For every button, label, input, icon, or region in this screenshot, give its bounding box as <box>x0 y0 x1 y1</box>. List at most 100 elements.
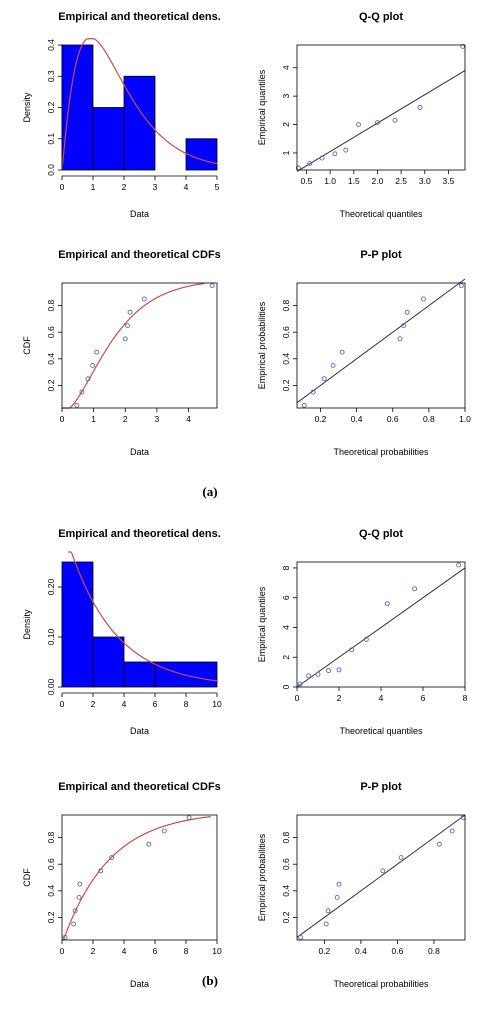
panel-letter: (b) <box>202 973 218 988</box>
x-tick-label: 3 <box>155 414 160 424</box>
reference-line <box>296 70 466 172</box>
chart-title: Q-Q plot <box>359 11 403 23</box>
data-point <box>334 894 340 900</box>
data-point <box>122 336 128 342</box>
data-point <box>72 908 78 914</box>
chart: Q-Q plot Theoretical quantiles Empirical q… <box>257 11 466 219</box>
x-axis-label: Data <box>130 726 149 736</box>
x-tick-label: 0.5 <box>301 176 313 186</box>
data-point <box>90 362 96 368</box>
chart-title: Empirical and theoretical CDFs <box>58 249 221 261</box>
x-tick-label: 2 <box>123 414 128 424</box>
theoretical-curve <box>68 551 218 682</box>
data-point <box>375 120 380 126</box>
x-tick-label: 0.6 <box>387 414 399 424</box>
y-tick-label: 0.20 <box>46 578 56 595</box>
data-point <box>401 323 407 329</box>
data-point <box>321 376 327 382</box>
x-tick-label: 6 <box>153 699 158 709</box>
x-tick-label: 4 <box>122 946 127 956</box>
x-tick-label: 2 <box>91 699 96 709</box>
x-tick-label: 10 <box>212 699 222 709</box>
data-point <box>363 636 369 642</box>
data-point <box>339 349 345 355</box>
data-point <box>94 349 100 355</box>
x-tick-label: 2.5 <box>395 176 407 186</box>
x-tick-label: 3 <box>153 182 158 192</box>
plot-frame <box>296 561 466 688</box>
y-tick-label: 4 <box>281 625 291 630</box>
x-tick-label: 4 <box>184 182 189 192</box>
data-point <box>297 681 303 687</box>
data-point <box>209 283 215 289</box>
y-axis-label: Empirical quantiles <box>257 69 267 145</box>
data-point <box>336 881 342 887</box>
x-tick-label: 4 <box>379 693 384 703</box>
data-point <box>417 105 423 110</box>
x-axis-label: Theoretical probabilities <box>333 447 429 457</box>
y-axis-label: Density <box>22 609 32 640</box>
x-tick-label: 8 <box>184 946 189 956</box>
data-point <box>325 908 331 914</box>
chart: P-P plot Theoretical probabilities Empiric… <box>257 781 466 989</box>
y-axis-label: CDF <box>22 868 32 887</box>
y-axis-label: Density <box>22 92 32 123</box>
x-tick-label: 5 <box>215 182 220 192</box>
x-tick-label: 6 <box>421 693 426 703</box>
y-tick-label: 0.10 <box>46 628 56 645</box>
histogram-bar <box>185 138 218 171</box>
x-tick-label: 6 <box>153 946 158 956</box>
y-tick-label: 0.4 <box>46 885 56 897</box>
y-tick-label: 4 <box>281 65 291 70</box>
data-point <box>62 934 68 940</box>
data-point <box>398 855 404 861</box>
y-tick-label: 0.6 <box>281 326 291 338</box>
y-tick-label: 0.6 <box>46 858 56 870</box>
y-tick-label: 0.6 <box>281 858 291 870</box>
y-tick-label: 0.4 <box>46 353 56 365</box>
chart-title: Empirical and theoretical dens. <box>58 528 221 540</box>
x-tick-label: 0.4 <box>351 414 363 424</box>
x-tick-label: 2 <box>337 693 342 703</box>
x-axis-label: Data <box>130 209 149 219</box>
reference-line <box>296 278 466 404</box>
chart-title: Q-Q plot <box>359 528 403 540</box>
plot-frame <box>61 282 218 409</box>
reference-line <box>296 814 466 938</box>
theoretical-curve <box>61 38 218 171</box>
y-tick-label: 0 <box>281 684 291 689</box>
data-point <box>109 855 115 861</box>
data-point <box>74 402 80 408</box>
x-axis-label: Theoretical quantiles <box>339 209 423 219</box>
y-tick-label: 0.00 <box>46 678 56 695</box>
x-tick-label: 10 <box>212 946 222 956</box>
y-axis-label: CDF <box>22 336 32 355</box>
x-axis-label: Theoretical probabilities <box>333 979 429 989</box>
theoretical-curve <box>62 282 205 409</box>
y-tick-label: 0.4 <box>281 353 291 365</box>
x-tick-label: 0 <box>295 693 300 703</box>
plot-frame <box>61 814 218 941</box>
histogram-bar <box>123 75 156 171</box>
x-tick-label: 8 <box>184 699 189 709</box>
y-tick-label: 0.8 <box>46 299 56 311</box>
x-tick-label: 0.2 <box>318 946 330 956</box>
data-point <box>343 147 349 153</box>
data-point <box>412 586 418 592</box>
x-tick-label: 1.0 <box>324 176 336 186</box>
chart: Empirical and theoretical CDFs Data CDF 0 2 4… <box>22 781 222 989</box>
data-point <box>146 841 152 847</box>
data-point <box>449 828 455 834</box>
chart-title: Empirical and theoretical CDFs <box>58 781 221 793</box>
data-point <box>380 868 386 874</box>
data-point <box>330 362 336 368</box>
data-point <box>127 309 133 315</box>
x-tick-label: 4 <box>186 414 191 424</box>
y-tick-label: 6 <box>281 595 291 600</box>
panel-a: (a) Empirical and theoretical dens. Data De… <box>22 11 471 499</box>
y-tick-label: 0.8 <box>46 831 56 843</box>
y-tick-label: 3 <box>281 94 291 99</box>
x-tick-label: 3.5 <box>443 176 455 186</box>
y-tick-label: 0.2 <box>281 911 291 923</box>
